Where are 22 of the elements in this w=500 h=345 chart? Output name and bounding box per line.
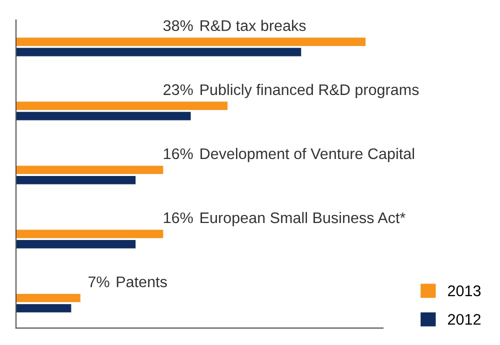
- data-label: 16%: [164, 148, 193, 160]
- bar: [16, 230, 164, 238]
- y-tick-label: R&D tax breaks: [200, 20, 306, 32]
- y-tick-label: European Small Business Act*: [200, 212, 406, 226]
- bar: [16, 38, 366, 46]
- bar: [16, 166, 164, 174]
- bar: [16, 112, 191, 120]
- data-label: 38%: [163, 20, 193, 32]
- bar: [16, 304, 72, 312]
- bar: [16, 176, 136, 184]
- legend-label: 2012: [448, 314, 480, 325]
- data-label: 23%: [164, 84, 193, 96]
- y-tick-label: Publicly financed R&D programs: [200, 84, 419, 98]
- bar: [16, 240, 136, 248]
- bar: [16, 102, 228, 110]
- data-label: 16%: [164, 212, 193, 224]
- y-tick-label: Patents: [116, 276, 167, 288]
- bar: [16, 48, 302, 56]
- data-label: 7%: [88, 276, 110, 288]
- y-tick-label: Development of Venture Capital: [200, 148, 414, 162]
- legend-label: 2013: [448, 285, 481, 296]
- bar: [16, 294, 80, 302]
